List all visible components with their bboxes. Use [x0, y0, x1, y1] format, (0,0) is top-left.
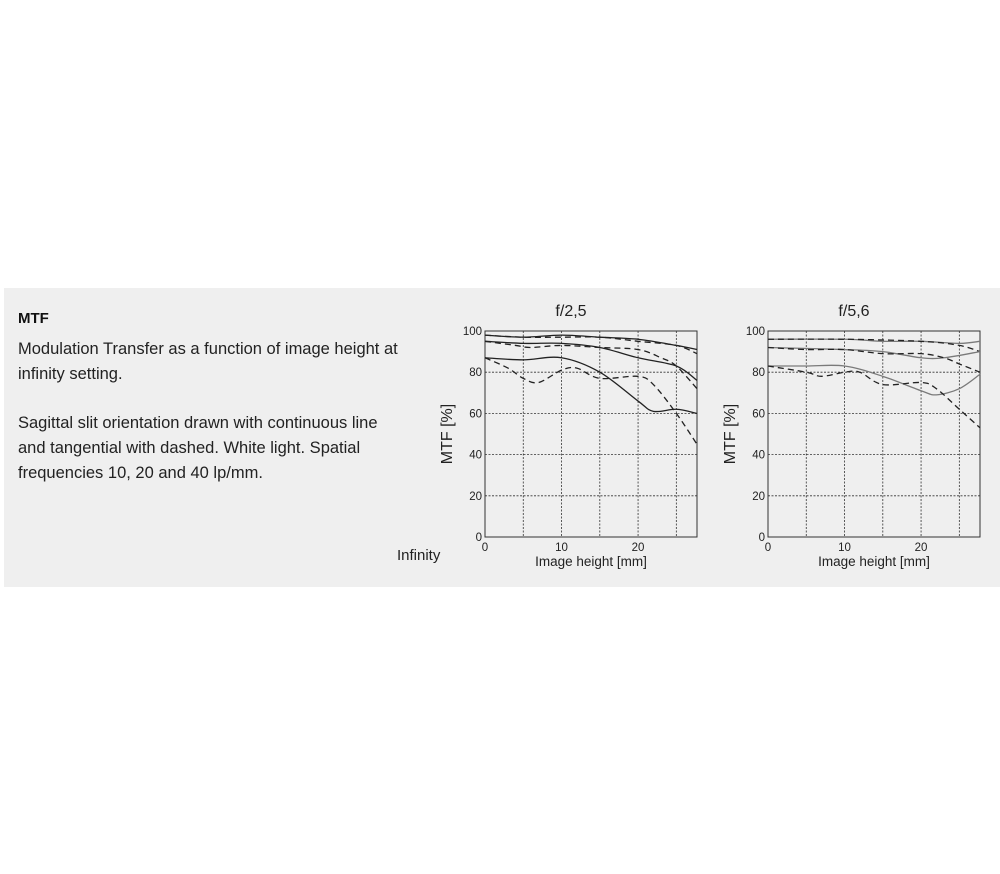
sagittal-series-line: [484, 356, 698, 415]
y-tick-label: 80: [469, 367, 482, 379]
chart-title: f/5,6: [838, 303, 869, 320]
tangential-series-line: [484, 334, 698, 355]
y-tick-label: 80: [752, 367, 765, 379]
y-tick-label: 20: [469, 491, 482, 503]
x-tick-label: 10: [555, 542, 568, 554]
description-text: Modulation Transfer as a function of ima…: [18, 340, 398, 383]
plot-frame: [767, 330, 981, 538]
y-tick-label: 40: [752, 450, 765, 462]
legend-note-text: Sagittal slit orientation drawn with con…: [18, 414, 378, 482]
x-tick-label: 0: [765, 542, 771, 554]
y-tick-label: 100: [746, 326, 765, 338]
x-axis-label: Image height [mm]: [818, 554, 930, 569]
tangential-series-line: [484, 340, 698, 390]
y-tick-label: 100: [463, 326, 482, 338]
sagittal-series-line: [484, 340, 698, 381]
tangential-series-line: [767, 338, 981, 353]
x-tick-label: 0: [482, 542, 488, 554]
tangential-series-line: [767, 365, 981, 429]
y-axis-label: MTF [%]: [722, 404, 739, 464]
y-tick-label: 20: [752, 491, 765, 503]
x-tick-label: 10: [838, 542, 851, 554]
x-tick-label: 20: [632, 542, 645, 554]
tangential-series-line: [767, 346, 981, 373]
y-tick-label: 60: [469, 408, 482, 420]
y-tick-label: 0: [759, 532, 765, 544]
plot-frame: [484, 330, 698, 538]
tangential-series-line: [484, 357, 698, 445]
y-tick-label: 40: [469, 450, 482, 462]
y-tick-label: 60: [752, 408, 765, 420]
section-heading: MTF: [18, 310, 49, 327]
sagittal-series-line: [768, 364, 981, 396]
y-tick-label: 0: [476, 532, 482, 544]
chart-title: f/2,5: [555, 303, 586, 320]
setting-label: Infinity: [397, 547, 441, 564]
x-axis-label: Image height [mm]: [535, 554, 647, 569]
x-tick-label: 20: [915, 542, 928, 554]
y-axis-label: MTF [%]: [439, 404, 456, 464]
